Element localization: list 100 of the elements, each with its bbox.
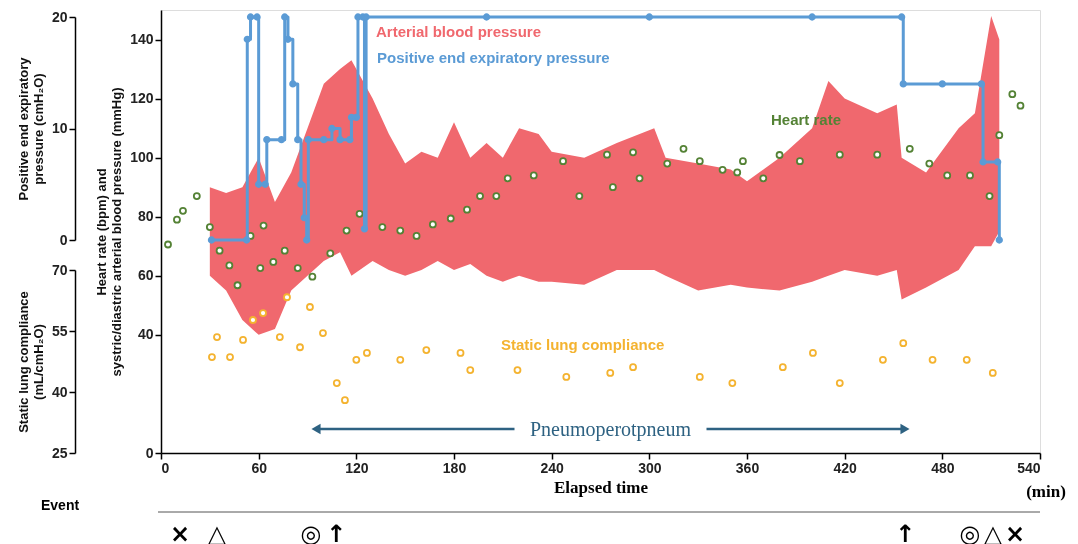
point <box>608 183 617 192</box>
point <box>928 355 937 364</box>
point <box>269 258 278 266</box>
point <box>994 158 1002 166</box>
point <box>192 192 201 200</box>
y3-tick-label: 70 <box>51 261 68 278</box>
y2-tick-label: 0 <box>59 231 68 248</box>
text: × <box>169 520 191 544</box>
point <box>326 249 335 258</box>
x-tick-label: 420 <box>833 459 858 476</box>
point <box>256 264 265 273</box>
point <box>283 293 291 302</box>
point <box>938 80 946 88</box>
point <box>294 136 302 144</box>
point <box>966 171 974 180</box>
point <box>308 272 317 281</box>
point <box>899 80 907 88</box>
point <box>739 157 747 166</box>
series-label: Heart rate <box>771 111 842 128</box>
point <box>173 215 181 224</box>
point <box>695 157 704 166</box>
point <box>255 180 263 188</box>
y3-tick-label: 25 <box>51 444 68 461</box>
y3-axis-title: Static lung compliance (mL/cmH₂O) <box>15 291 46 433</box>
point <box>733 168 742 177</box>
point <box>226 353 234 361</box>
point <box>513 366 522 374</box>
point <box>1008 90 1017 99</box>
point <box>977 80 986 88</box>
point <box>378 223 387 231</box>
point <box>562 373 571 381</box>
point <box>246 13 255 21</box>
point <box>261 180 269 188</box>
series-label: Positive end expiratory pressure <box>377 49 610 66</box>
point <box>215 246 224 255</box>
point <box>360 225 369 233</box>
point <box>476 192 484 200</box>
x-tick-label: 60 <box>251 459 268 476</box>
point <box>225 261 234 270</box>
point <box>456 349 465 357</box>
point <box>412 232 421 240</box>
point <box>205 223 214 231</box>
annotation: Pneumoperotpneum <box>529 418 692 441</box>
y3-tick-label: 40 <box>51 383 68 400</box>
y-tick-label: 60 <box>137 267 154 284</box>
series-label: Static lung compliance <box>501 336 665 353</box>
y-tick-label: 40 <box>137 326 154 343</box>
point <box>575 192 584 200</box>
point <box>253 13 261 21</box>
point <box>319 329 327 337</box>
point <box>663 159 672 168</box>
point <box>466 366 475 374</box>
point <box>718 165 727 174</box>
point <box>341 396 349 405</box>
y-tick-label: 80 <box>137 208 154 225</box>
point <box>242 236 251 244</box>
point <box>645 13 653 21</box>
point <box>304 136 312 144</box>
point <box>352 113 360 121</box>
point <box>428 220 437 229</box>
point <box>303 236 311 244</box>
point <box>164 240 172 249</box>
point <box>503 174 512 183</box>
point <box>775 151 784 159</box>
point <box>446 214 455 223</box>
point <box>492 192 501 200</box>
point <box>208 353 216 361</box>
y3-tick-label: 55 <box>51 322 68 339</box>
point <box>293 264 302 273</box>
point <box>985 192 994 200</box>
x-tick-label: 180 <box>442 459 467 476</box>
x-tick-label: 540 <box>1017 459 1041 476</box>
x-axis-title: Elapsed time <box>554 477 649 497</box>
point <box>808 13 816 21</box>
point <box>233 281 242 290</box>
point <box>355 209 364 218</box>
point <box>342 226 351 235</box>
point <box>482 13 491 21</box>
x-tick-label: 480 <box>931 459 955 476</box>
point <box>835 379 844 387</box>
point <box>363 349 371 357</box>
point <box>559 157 567 166</box>
text: ↑ <box>325 520 347 544</box>
point <box>898 13 906 21</box>
point <box>213 333 221 341</box>
point <box>979 158 987 166</box>
point <box>275 333 284 341</box>
point <box>396 355 405 364</box>
point <box>281 13 289 21</box>
point <box>995 131 1004 140</box>
point <box>899 339 908 348</box>
legend-label: Arterial blood pressure <box>376 23 542 40</box>
point <box>629 148 637 157</box>
point <box>962 355 971 364</box>
point <box>289 80 297 88</box>
point <box>332 379 341 387</box>
x-tick-label: 0 <box>161 459 170 476</box>
text: ↑ <box>894 520 916 544</box>
point <box>239 336 247 344</box>
point <box>728 379 737 387</box>
